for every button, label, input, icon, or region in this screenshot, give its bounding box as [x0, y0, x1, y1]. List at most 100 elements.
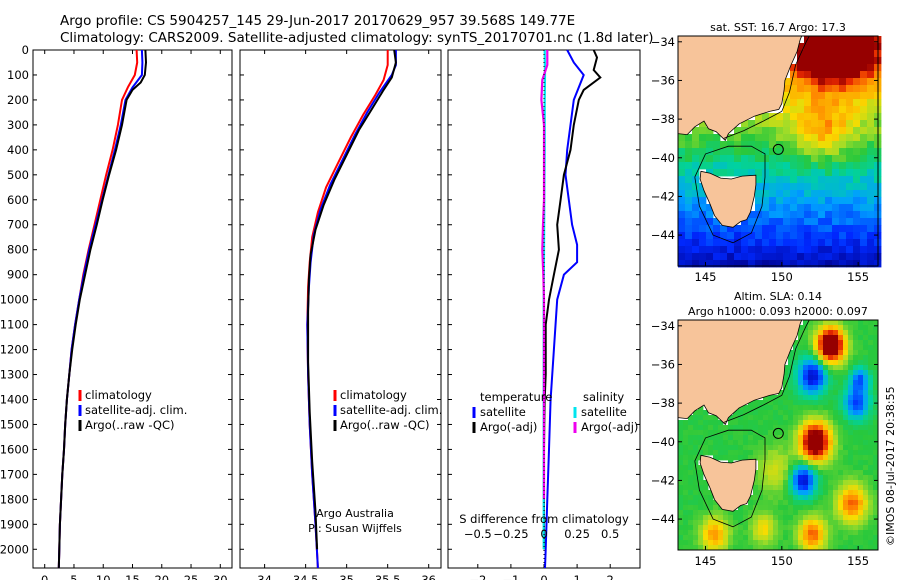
sla_map-cell	[758, 445, 764, 451]
sst_map-cell	[811, 106, 819, 114]
sla_map-cell	[683, 435, 689, 441]
sst_map-cell	[846, 239, 854, 247]
sst_map-cell	[853, 78, 861, 86]
sla_map-cell	[818, 500, 824, 506]
sla_map-cell	[848, 535, 854, 541]
sla_map-cell	[778, 450, 784, 456]
sla_map-cell	[708, 490, 714, 496]
sla_map-cell	[868, 525, 874, 531]
sst_map-cell	[783, 85, 791, 93]
sst_map-cell	[769, 218, 777, 226]
sla_map-cell	[808, 470, 814, 476]
sst_map-cell	[797, 43, 805, 51]
sla_map-cell	[788, 530, 794, 536]
sla_map-cell	[833, 390, 839, 396]
sla_map-cell	[853, 395, 859, 401]
sla_map-cell	[823, 405, 829, 411]
sst_map-cell	[860, 176, 868, 184]
sla_map-cell	[838, 435, 844, 441]
sla_map-cell	[778, 440, 784, 446]
difference-xtick-label: 2	[607, 573, 614, 580]
sla_map-cell	[763, 495, 769, 501]
sla_map-cell	[848, 545, 854, 551]
sla_map-cell	[828, 335, 834, 341]
sla_map-cell	[768, 525, 774, 531]
sst_map-cell	[755, 232, 763, 240]
sla_map-cell	[803, 330, 809, 336]
sst_map-ytick-label: −42	[651, 189, 675, 203]
sla_map-cell	[748, 510, 754, 516]
sst_map-cell	[783, 211, 791, 219]
sla_map-cell	[803, 480, 809, 486]
sst_map-cell	[832, 253, 840, 261]
sla_map-cell	[858, 355, 864, 361]
sla_map-cell	[748, 540, 754, 546]
sla_map-cell	[843, 355, 849, 361]
sst_map-cell	[832, 92, 840, 100]
sla_map-cell	[853, 370, 859, 376]
sst_map-cell	[741, 120, 749, 128]
temperature-xtick-label: 0	[41, 573, 48, 580]
sla_map-cell	[838, 475, 844, 481]
sla_map-cell	[773, 485, 779, 491]
sla_map-cell	[703, 480, 709, 486]
sla_map-cell	[868, 435, 874, 441]
sla_map-cell	[748, 525, 754, 531]
sst_map-cell	[860, 260, 868, 268]
sst_map-cell	[685, 183, 693, 191]
sst_map-cell	[825, 36, 833, 44]
sst_map-cell	[748, 239, 756, 247]
sst_map-cell	[685, 246, 693, 254]
sla_map-cell	[833, 465, 839, 471]
sst_map-cell	[762, 176, 770, 184]
sla_map-cell	[823, 480, 829, 486]
sla_map-cell	[723, 525, 729, 531]
sla_map-cell	[858, 495, 864, 501]
sla_map-cell	[743, 430, 749, 436]
sla_map-cell	[728, 450, 734, 456]
sla_map-cell	[823, 385, 829, 391]
sla_map-cell	[788, 545, 794, 551]
difference-top-tick-label: −0.25	[493, 527, 528, 541]
sst_map-cell	[678, 253, 686, 261]
sla_map-cell	[823, 390, 829, 396]
sla_map-cell	[813, 330, 819, 336]
sla_map-cell	[863, 370, 869, 376]
sla_map-cell	[778, 515, 784, 521]
sst_map-cell	[699, 190, 707, 198]
sst_map-cell	[699, 232, 707, 240]
sla_map-cell	[803, 360, 809, 366]
sla_map-cell	[813, 350, 819, 356]
sla_map-cell	[783, 445, 789, 451]
sst_map-cell	[839, 120, 847, 128]
sla_map-cell	[873, 545, 879, 551]
sla_map-cell	[788, 420, 794, 426]
sst_map-cell	[783, 176, 791, 184]
sla_map-cell	[863, 440, 869, 446]
sst_map-cell	[748, 169, 756, 177]
sst_map-cell	[727, 232, 735, 240]
sla_map-cell	[768, 430, 774, 436]
sla_map-cell	[858, 500, 864, 506]
sla_map-cell	[728, 420, 734, 426]
sst_map-cell	[867, 204, 875, 212]
sla_map-cell	[808, 450, 814, 456]
sla_map-cell	[793, 535, 799, 541]
sla_map-cell	[733, 510, 739, 516]
sst_map-cell	[706, 246, 714, 254]
sst_map-cell	[769, 204, 777, 212]
sst_map-cell	[783, 197, 791, 205]
sla_map-cell	[773, 510, 779, 516]
sst_map-cell	[678, 204, 686, 212]
sst_map-cell	[804, 57, 812, 65]
sst_map-cell	[846, 127, 854, 135]
sla_map-cell	[718, 520, 724, 526]
sst_map-cell	[832, 169, 840, 177]
sst_map-cell	[804, 218, 812, 226]
sst_map-title: sat. SST: 16.7 Argo: 17.3	[710, 21, 846, 34]
sla_map-cell	[808, 410, 814, 416]
sla_map-cell	[788, 405, 794, 411]
sla_map-cell	[833, 415, 839, 421]
sla_map-cell	[868, 410, 874, 416]
sla_map-cell	[833, 325, 839, 331]
